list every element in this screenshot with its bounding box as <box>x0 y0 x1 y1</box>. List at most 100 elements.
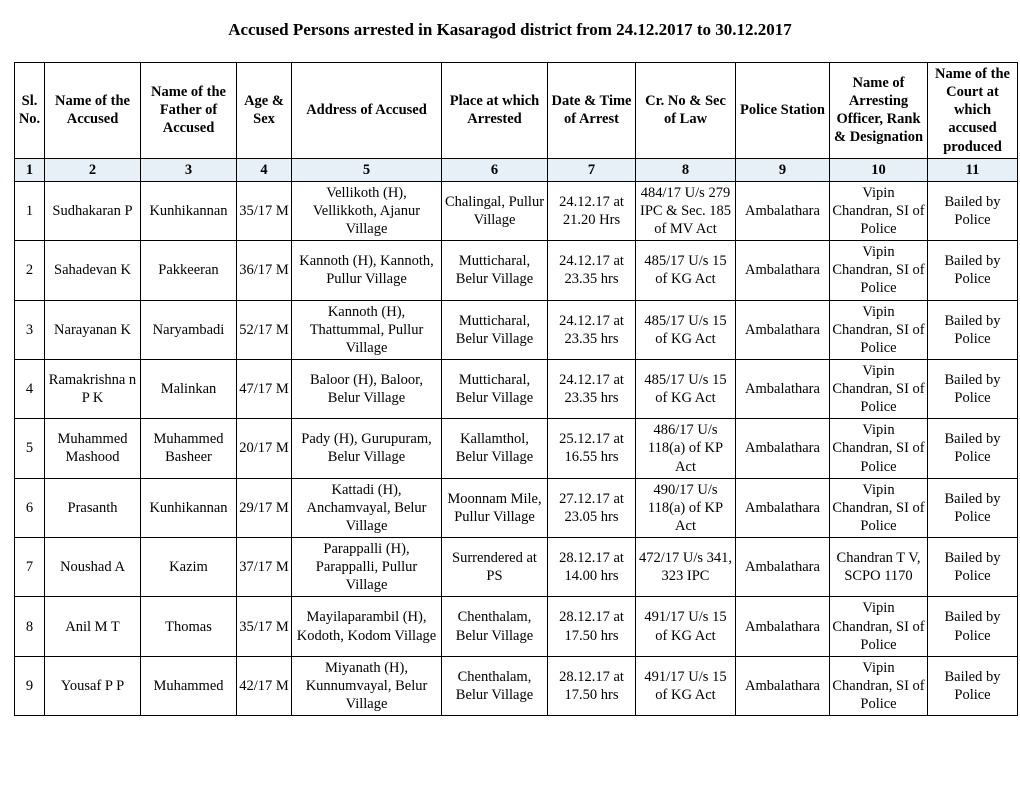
cell-place: Chenthalam, Belur Village <box>442 656 548 715</box>
cell-sl: 4 <box>15 359 45 418</box>
cell-addr: Miyanath (H), Kunnumvayal, Belur Village <box>292 656 442 715</box>
cell-name: Anil M T <box>45 597 141 656</box>
cell-officer: Vipin Chandran, SI of Police <box>830 181 928 240</box>
cell-name: Muhammed Mashood <box>45 419 141 478</box>
cell-age: 47/17 M <box>237 359 292 418</box>
table-row: 5Muhammed MashoodMuhammed Basheer20/17 M… <box>15 419 1018 478</box>
cell-place: Chenthalam, Belur Village <box>442 597 548 656</box>
cell-father: Muhammed <box>141 656 237 715</box>
cell-ps: Ambalathara <box>736 597 830 656</box>
cell-addr: Kattadi (H), Anchamvayal, Belur Village <box>292 478 442 537</box>
cell-place: Chalingal, Pullur Village <box>442 181 548 240</box>
table-row: 9Yousaf P PMuhammed42/17 MMiyanath (H), … <box>15 656 1018 715</box>
cell-officer: Vipin Chandran, SI of Police <box>830 478 928 537</box>
cell-place: Surrendered at PS <box>442 538 548 597</box>
cell-age: 37/17 M <box>237 538 292 597</box>
table-header-row: Sl. No. Name of the Accused Name of the … <box>15 63 1018 159</box>
cell-name: Prasanth <box>45 478 141 537</box>
cell-dt: 28.12.17 at 14.00 hrs <box>548 538 636 597</box>
cell-officer: Chandran T V, SCPO 1170 <box>830 538 928 597</box>
cell-sl: 8 <box>15 597 45 656</box>
col-place: Place at which Arrested <box>442 63 548 159</box>
cell-place: Kallamthol, Belur Village <box>442 419 548 478</box>
table-row: 2Sahadevan KPakkeeran36/17 MKannoth (H),… <box>15 241 1018 300</box>
table-row: 3Narayanan KNaryambadi52/17 MKannoth (H)… <box>15 300 1018 359</box>
cell-ps: Ambalathara <box>736 359 830 418</box>
cell-addr: Pady (H), Gurupuram, Belur Village <box>292 419 442 478</box>
cell-officer: Vipin Chandran, SI of Police <box>830 656 928 715</box>
cell-cr: 491/17 U/s 15 of KG Act <box>636 656 736 715</box>
cell-addr: Mayilaparambil (H), Kodoth, Kodom Villag… <box>292 597 442 656</box>
table-row: 1Sudhakaran PKunhikannan35/17 MVellikoth… <box>15 181 1018 240</box>
cell-ps: Ambalathara <box>736 538 830 597</box>
cell-court: Bailed by Police <box>928 597 1018 656</box>
cell-officer: Vipin Chandran, SI of Police <box>830 300 928 359</box>
page-title: Accused Persons arrested in Kasaragod di… <box>14 20 1006 40</box>
colnum: 4 <box>237 158 292 181</box>
cell-court: Bailed by Police <box>928 300 1018 359</box>
cell-court: Bailed by Police <box>928 419 1018 478</box>
cell-father: Kunhikannan <box>141 478 237 537</box>
colnum: 7 <box>548 158 636 181</box>
cell-cr: 484/17 U/s 279 IPC & Sec. 185 of MV Act <box>636 181 736 240</box>
col-age-sex: Age & Sex <box>237 63 292 159</box>
cell-place: Moonnam Mile, Pullur Village <box>442 478 548 537</box>
cell-addr: Kannoth (H), Kannoth, Pullur Village <box>292 241 442 300</box>
cell-cr: 490/17 U/s 118(a) of KP Act <box>636 478 736 537</box>
colnum: 9 <box>736 158 830 181</box>
cell-dt: 25.12.17 at 16.55 hrs <box>548 419 636 478</box>
colnum: 5 <box>292 158 442 181</box>
colnum: 2 <box>45 158 141 181</box>
cell-addr: Vellikoth (H), Vellikkoth, Ajanur Villag… <box>292 181 442 240</box>
table-row: 8Anil M TThomas35/17 MMayilaparambil (H)… <box>15 597 1018 656</box>
col-father: Name of the Father of Accused <box>141 63 237 159</box>
cell-father: Thomas <box>141 597 237 656</box>
cell-ps: Ambalathara <box>736 241 830 300</box>
cell-officer: Vipin Chandran, SI of Police <box>830 597 928 656</box>
cell-court: Bailed by Police <box>928 181 1018 240</box>
cell-court: Bailed by Police <box>928 241 1018 300</box>
cell-dt: 28.12.17 at 17.50 hrs <box>548 597 636 656</box>
colnum: 3 <box>141 158 237 181</box>
cell-ps: Ambalathara <box>736 181 830 240</box>
col-court: Name of the Court at which accused produ… <box>928 63 1018 159</box>
cell-dt: 24.12.17 at 21.20 Hrs <box>548 181 636 240</box>
cell-court: Bailed by Police <box>928 656 1018 715</box>
cell-name: Sahadevan K <box>45 241 141 300</box>
cell-age: 36/17 M <box>237 241 292 300</box>
col-sl-no: Sl. No. <box>15 63 45 159</box>
col-officer: Name of Arresting Officer, Rank & Design… <box>830 63 928 159</box>
cell-father: Muhammed Basheer <box>141 419 237 478</box>
colnum: 1 <box>15 158 45 181</box>
cell-sl: 6 <box>15 478 45 537</box>
cell-cr: 485/17 U/s 15 of KG Act <box>636 300 736 359</box>
table-number-row: 1 2 3 4 5 6 7 8 9 10 11 <box>15 158 1018 181</box>
table-row: 6PrasanthKunhikannan29/17 MKattadi (H), … <box>15 478 1018 537</box>
table-row: 7Noushad AKazim37/17 MParappalli (H), Pa… <box>15 538 1018 597</box>
cell-father: Kazim <box>141 538 237 597</box>
cell-sl: 2 <box>15 241 45 300</box>
col-accused: Name of the Accused <box>45 63 141 159</box>
cell-sl: 5 <box>15 419 45 478</box>
cell-court: Bailed by Police <box>928 359 1018 418</box>
cell-place: Mutticharal, Belur Village <box>442 241 548 300</box>
arrests-table: Sl. No. Name of the Accused Name of the … <box>14 62 1018 716</box>
cell-cr: 491/17 U/s 15 of KG Act <box>636 597 736 656</box>
cell-sl: 7 <box>15 538 45 597</box>
cell-ps: Ambalathara <box>736 419 830 478</box>
cell-name: Narayanan K <box>45 300 141 359</box>
cell-name: Yousaf P P <box>45 656 141 715</box>
table-row: 4Ramakrishna n P KMalinkan47/17 MBaloor … <box>15 359 1018 418</box>
col-datetime: Date & Time of Arrest <box>548 63 636 159</box>
cell-dt: 24.12.17 at 23.35 hrs <box>548 359 636 418</box>
cell-officer: Vipin Chandran, SI of Police <box>830 359 928 418</box>
cell-ps: Ambalathara <box>736 300 830 359</box>
cell-officer: Vipin Chandran, SI of Police <box>830 419 928 478</box>
cell-sl: 1 <box>15 181 45 240</box>
cell-name: Ramakrishna n P K <box>45 359 141 418</box>
colnum: 10 <box>830 158 928 181</box>
cell-age: 20/17 M <box>237 419 292 478</box>
cell-dt: 24.12.17 at 23.35 hrs <box>548 241 636 300</box>
cell-father: Pakkeeran <box>141 241 237 300</box>
cell-cr: 472/17 U/s 341, 323 IPC <box>636 538 736 597</box>
